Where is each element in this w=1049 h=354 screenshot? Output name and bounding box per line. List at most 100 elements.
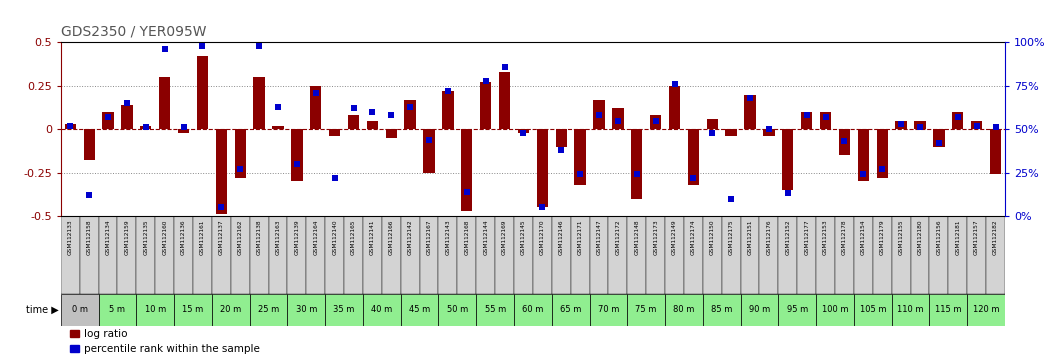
Point <box>383 113 400 118</box>
Bar <box>759 216 778 294</box>
Point <box>364 109 381 115</box>
Text: 90 m: 90 m <box>749 305 770 314</box>
Text: GSM112154: GSM112154 <box>861 220 865 256</box>
Bar <box>631 129 642 199</box>
Bar <box>967 294 1005 326</box>
Text: GSM112151: GSM112151 <box>748 220 752 255</box>
Point <box>874 166 891 172</box>
Text: GSM112135: GSM112135 <box>144 220 148 256</box>
Bar <box>858 129 869 181</box>
Text: GSM112162: GSM112162 <box>238 220 242 255</box>
Point <box>270 104 286 109</box>
Text: time ▶: time ▶ <box>26 305 59 315</box>
Text: GSM112173: GSM112173 <box>654 220 658 256</box>
Point <box>628 171 645 177</box>
Bar <box>911 216 929 294</box>
Bar <box>386 129 397 138</box>
Bar <box>665 216 684 294</box>
Bar <box>967 216 986 294</box>
Text: 50 m: 50 m <box>447 305 468 314</box>
Text: GSM112160: GSM112160 <box>163 220 167 255</box>
Text: GSM112158: GSM112158 <box>87 220 91 256</box>
Bar <box>250 294 287 326</box>
Point <box>458 189 475 194</box>
Bar <box>556 129 566 147</box>
Bar <box>136 294 174 326</box>
Bar <box>159 77 170 129</box>
Text: GSM112141: GSM112141 <box>370 220 374 255</box>
Bar <box>216 129 227 214</box>
Bar <box>136 216 155 294</box>
Bar <box>801 112 812 129</box>
Text: GSM112176: GSM112176 <box>767 220 771 255</box>
Bar <box>669 86 680 129</box>
Bar <box>590 216 608 294</box>
Bar <box>348 115 359 129</box>
Bar <box>594 100 604 129</box>
Text: GSM112133: GSM112133 <box>68 220 72 256</box>
Text: GSM112167: GSM112167 <box>427 220 431 255</box>
Point <box>572 171 588 177</box>
Text: GSM112178: GSM112178 <box>842 220 847 256</box>
Bar <box>533 216 552 294</box>
Bar <box>688 129 699 185</box>
Bar <box>117 216 136 294</box>
Text: GSM112136: GSM112136 <box>181 220 186 255</box>
Text: GSM112168: GSM112168 <box>465 220 469 255</box>
Bar <box>292 129 302 181</box>
Text: GSM112140: GSM112140 <box>333 220 337 256</box>
Bar <box>590 294 627 326</box>
Point <box>81 192 98 198</box>
Text: 85 m: 85 m <box>711 305 732 314</box>
Point <box>949 114 966 120</box>
Bar <box>84 129 94 160</box>
Bar <box>250 216 269 294</box>
Bar <box>476 216 495 294</box>
Bar <box>613 108 623 129</box>
Bar <box>235 129 245 178</box>
Bar <box>650 115 661 129</box>
Bar <box>929 216 948 294</box>
Text: GSM112142: GSM112142 <box>408 220 412 256</box>
Text: 120 m: 120 m <box>972 305 1000 314</box>
Bar <box>401 216 420 294</box>
Bar <box>197 56 208 129</box>
Bar <box>325 294 363 326</box>
Point <box>477 78 494 84</box>
Point <box>534 204 551 210</box>
Bar <box>141 126 151 129</box>
Bar <box>854 216 873 294</box>
Bar <box>820 112 831 129</box>
Text: GSM112157: GSM112157 <box>975 220 979 256</box>
Text: 0 m: 0 m <box>71 305 88 314</box>
Point <box>100 114 116 120</box>
Text: GSM112175: GSM112175 <box>729 220 733 256</box>
Point <box>855 171 872 177</box>
Text: GSM112169: GSM112169 <box>502 220 507 255</box>
Point <box>288 161 305 167</box>
Bar <box>480 82 491 129</box>
Bar <box>311 86 321 129</box>
Point <box>515 130 532 136</box>
Text: GSM112182: GSM112182 <box>993 220 998 256</box>
Bar <box>443 91 453 129</box>
Bar <box>103 112 113 129</box>
Bar <box>952 112 963 129</box>
Bar <box>80 216 99 294</box>
Bar <box>726 129 736 136</box>
Bar <box>892 294 929 326</box>
Text: GSM112174: GSM112174 <box>691 220 695 256</box>
Bar <box>122 105 132 129</box>
Bar <box>665 294 703 326</box>
Bar <box>420 216 438 294</box>
Bar <box>707 119 718 129</box>
Text: GSM112180: GSM112180 <box>918 220 922 256</box>
Bar <box>254 77 264 129</box>
Point <box>440 88 456 94</box>
Text: 40 m: 40 m <box>371 305 392 314</box>
Bar <box>306 216 325 294</box>
Bar <box>424 129 434 172</box>
Text: GSM112153: GSM112153 <box>823 220 828 256</box>
Text: 60 m: 60 m <box>522 305 543 314</box>
Point <box>175 125 192 130</box>
